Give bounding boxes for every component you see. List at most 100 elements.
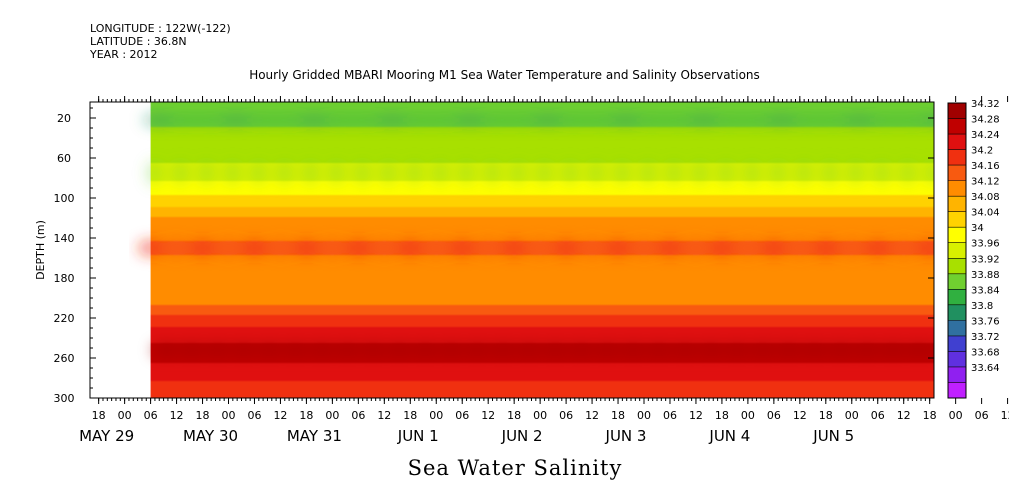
colorbar-swatch (948, 289, 966, 305)
x-hour-label: 18 (196, 409, 210, 422)
blotch-260m (307, 343, 336, 357)
blotch-260m (463, 343, 492, 357)
x-hour-label: 18 (92, 409, 106, 422)
blotch-260m (489, 343, 518, 357)
blotch-260m (619, 343, 648, 357)
blotch-260m (567, 343, 596, 357)
blotch-140m (137, 240, 164, 256)
blotch-260m (878, 343, 907, 357)
blotch-20m (402, 114, 435, 126)
blotch-20m (765, 114, 798, 126)
x-hour-label: 12 (377, 409, 391, 422)
colorbar-swatch (948, 165, 966, 181)
colorbar-label: 33.72 (971, 332, 1000, 343)
blotch-140m (163, 240, 190, 256)
x-hour-label: 06 (144, 409, 158, 422)
colorbar-label: 34.12 (971, 177, 1000, 188)
blotch-140m (371, 240, 398, 256)
x-hour-label: 12 (897, 409, 911, 422)
blotch-70m (198, 161, 215, 185)
blotch-140m (916, 240, 934, 256)
x-hour-label: 00 (949, 409, 963, 422)
colorbar-swatch (948, 382, 966, 398)
chart-title: Hourly Gridded MBARI Mooring M1 Sea Wate… (249, 68, 760, 82)
x-hour-label: 18 (299, 409, 313, 422)
blotch-20m (817, 114, 850, 126)
blotch-140m (890, 240, 917, 256)
blotch-260m (177, 343, 206, 357)
blotch-70m (665, 161, 682, 185)
x-hour-label: 06 (975, 409, 989, 422)
x-hour-label: 00 (429, 409, 443, 422)
blotch-20m (636, 114, 669, 126)
colorbar-label: 34.28 (971, 115, 1000, 126)
blotch-140m (656, 240, 683, 256)
blotch-20m (142, 114, 175, 126)
blotch-70m (328, 161, 345, 185)
blotch-70m (847, 161, 864, 185)
colorbar-label: 34.16 (971, 161, 1000, 172)
blotch-70m (743, 161, 760, 185)
blotch-70m (250, 161, 267, 185)
x-hour-label: 12 (585, 409, 599, 422)
blotch-20m (194, 114, 227, 126)
blotch-260m (281, 343, 310, 357)
year-label: YEAR : 2012 (90, 48, 158, 61)
colorbar-swatch (948, 351, 966, 367)
x-hour-label: 18 (403, 409, 417, 422)
blotch-70m (795, 161, 812, 185)
colorbar-label: 34.08 (971, 192, 1000, 203)
blotch-140m (423, 240, 450, 256)
blotch-70m (769, 161, 786, 185)
latitude-label: LATITUDE : 36.8N (90, 35, 187, 48)
colorbar-swatch (948, 180, 966, 197)
x-day-label: JUN 2 (501, 427, 543, 445)
colorbar-label: 34.32 (971, 99, 1000, 110)
x-hour-label: 00 (637, 409, 651, 422)
colorbar-label: 33.88 (971, 270, 1000, 281)
blotch-260m (645, 343, 674, 357)
blotch-140m (449, 240, 476, 256)
blotch-20m (895, 114, 928, 126)
blotch-260m (774, 343, 803, 357)
y-tick-label: 20 (57, 112, 71, 125)
x-axis-label: Sea Water Salinity (407, 456, 623, 480)
x-hour-label: 00 (845, 409, 859, 422)
colorbar-label: 33.8 (971, 301, 993, 312)
blotch-260m (411, 343, 440, 357)
y-tick-label: 180 (54, 272, 75, 285)
blotch-140m (812, 240, 839, 256)
y-tick-label: 220 (54, 312, 75, 325)
blotch-140m (605, 240, 632, 256)
heatmap-plot (137, 102, 935, 398)
blotch-260m (151, 343, 180, 357)
blotch-70m (562, 161, 579, 185)
blotch-70m (640, 161, 657, 185)
y-tick-label: 100 (54, 192, 75, 205)
x-hour-label: 18 (923, 409, 937, 422)
x-hour-label: 00 (325, 409, 339, 422)
blotch-20m (272, 114, 305, 126)
x-hour-label: 06 (559, 409, 573, 422)
blotch-140m (682, 240, 709, 256)
blotch-70m (899, 161, 916, 185)
blotch-140m (631, 240, 658, 256)
blotch-260m (385, 343, 414, 357)
heatmap-texture (137, 114, 934, 357)
colorbar-label: 33.68 (971, 347, 1000, 358)
blotch-70m (406, 161, 423, 185)
blotch-20m (558, 114, 591, 126)
colorbar-frame (947, 102, 967, 399)
colorbar-swatch (948, 211, 966, 228)
blotch-70m (717, 161, 734, 185)
blotch-70m (224, 161, 241, 185)
colorbar-swatch (948, 134, 966, 150)
colorbar-swatch (948, 258, 966, 274)
colorbar-label: 33.84 (971, 285, 1000, 296)
x-day-label: JUN 5 (812, 427, 854, 445)
blotch-70m (172, 161, 189, 185)
blotch-20m (661, 114, 694, 126)
blotch-260m (593, 343, 622, 357)
colorbar-label: 34.24 (971, 130, 1000, 141)
